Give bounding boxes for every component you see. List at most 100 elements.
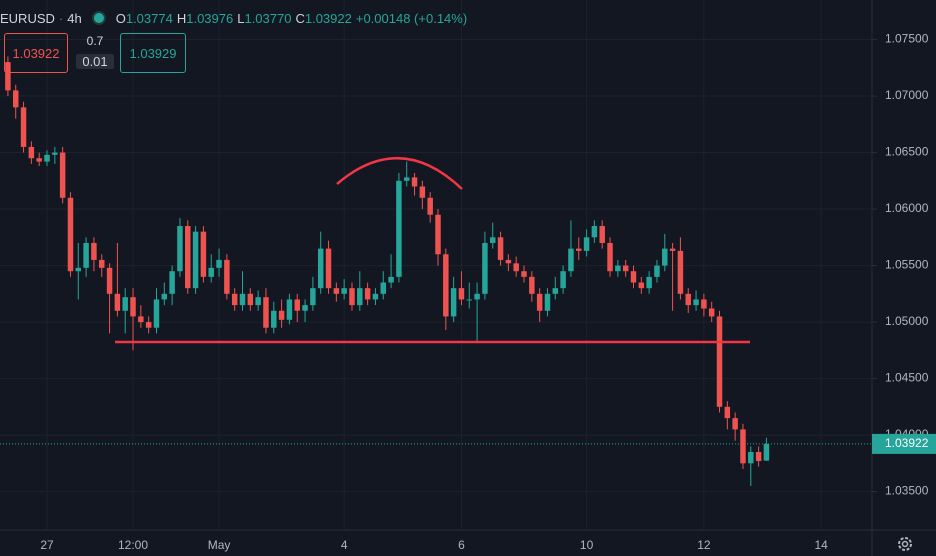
high-label: H xyxy=(176,10,187,26)
y-tick-label: 1.06000 xyxy=(885,201,929,215)
symbol[interactable]: EURUSD xyxy=(0,10,55,26)
candle-body xyxy=(411,177,418,187)
candle-body xyxy=(466,299,473,301)
candle-body xyxy=(443,254,449,317)
spread: 0.7 xyxy=(86,34,104,48)
candle-body xyxy=(224,259,230,294)
current-price-label: 1.03922 xyxy=(885,436,929,450)
candle-body xyxy=(615,265,621,272)
x-tick-label: 4 xyxy=(341,538,348,552)
low-label: L xyxy=(237,10,245,26)
candle-body xyxy=(106,267,113,294)
candle-body xyxy=(490,237,496,243)
y-tick-label: 1.03500 xyxy=(885,484,929,498)
candle-body xyxy=(255,297,261,306)
buy-button[interactable]: 1.03929 xyxy=(120,33,186,73)
candle-body xyxy=(763,443,770,461)
candle-body xyxy=(755,452,762,462)
candle-body xyxy=(646,276,652,289)
arc-drawing xyxy=(336,156,463,190)
candle-body xyxy=(388,276,394,283)
quantity[interactable]: 0.01 xyxy=(76,54,114,69)
candle-body xyxy=(521,271,527,277)
close-label: C xyxy=(295,10,305,26)
candle-body xyxy=(677,250,684,294)
candle-body xyxy=(231,293,238,306)
candle-body xyxy=(91,242,97,260)
high-value: 1.03976 xyxy=(186,10,234,26)
candle-body xyxy=(419,186,426,198)
candle-body xyxy=(662,248,668,266)
candle-body xyxy=(20,107,27,147)
candle-body xyxy=(552,288,559,294)
candle-body xyxy=(576,248,582,251)
candle-body xyxy=(708,308,715,317)
candle-body xyxy=(341,288,347,294)
candle-body xyxy=(28,146,35,159)
sell-button[interactable]: 1.03922 xyxy=(4,33,68,73)
candle-body xyxy=(67,197,74,272)
candle-body xyxy=(536,293,543,311)
candle-body xyxy=(380,282,386,294)
candles xyxy=(0,56,872,486)
candle-body xyxy=(748,452,754,464)
interval[interactable]: 4h xyxy=(67,10,82,26)
candle-body xyxy=(130,297,136,317)
candle-body xyxy=(122,297,128,311)
y-tick-label: 1.06500 xyxy=(885,145,929,159)
candle-body xyxy=(669,248,676,251)
candle-body xyxy=(560,271,566,289)
candle-body xyxy=(263,297,269,328)
candle-body xyxy=(458,288,465,300)
candle-body xyxy=(364,288,371,300)
candle-body xyxy=(36,158,42,162)
axis-labels: 1.035001.040001.045001.050001.055001.060… xyxy=(40,32,936,552)
candle-body xyxy=(450,288,457,317)
candle-body xyxy=(286,299,293,320)
candle-body xyxy=(44,154,50,162)
x-tick-label: 12 xyxy=(697,538,711,552)
candle-body xyxy=(583,237,590,251)
change: +0.00148 (+0.14%) xyxy=(355,10,468,26)
x-tick-label: 14 xyxy=(814,538,828,552)
current-price-box xyxy=(872,433,936,454)
candle-body xyxy=(99,259,105,268)
candle-body xyxy=(5,62,11,91)
candle-body xyxy=(622,265,629,272)
settings-icon[interactable] xyxy=(898,537,912,551)
candle-body xyxy=(333,288,340,294)
candle-body xyxy=(114,293,121,311)
candle-body xyxy=(544,293,551,311)
gear[interactable] xyxy=(898,537,912,551)
open-label: O xyxy=(115,10,126,26)
candle-body xyxy=(271,310,277,328)
x-tick-label: 27 xyxy=(40,538,54,552)
grid xyxy=(0,0,877,530)
candle-body xyxy=(52,152,58,155)
candle-body xyxy=(740,429,746,464)
candle-body xyxy=(83,242,89,268)
candle-body xyxy=(716,316,723,407)
candle-body xyxy=(325,248,332,289)
candle-body xyxy=(427,197,433,215)
candle-body xyxy=(482,242,488,294)
candle-body xyxy=(200,231,207,277)
candle-body xyxy=(654,265,660,277)
candle-body xyxy=(693,299,699,306)
candle-body xyxy=(138,316,144,323)
y-tick-label: 1.07000 xyxy=(885,88,929,102)
open-value: 1.03774 xyxy=(125,10,173,26)
market-status xyxy=(91,11,106,25)
candle-body xyxy=(310,288,316,306)
x-tick-label: 12:00 xyxy=(118,538,148,552)
candle-body xyxy=(396,180,402,277)
x-tick-label: 6 xyxy=(458,538,465,552)
candle-body xyxy=(169,271,175,294)
candle-body xyxy=(630,271,637,283)
candle-body xyxy=(607,242,613,272)
candle-body xyxy=(505,259,512,264)
candle-body xyxy=(638,282,645,289)
